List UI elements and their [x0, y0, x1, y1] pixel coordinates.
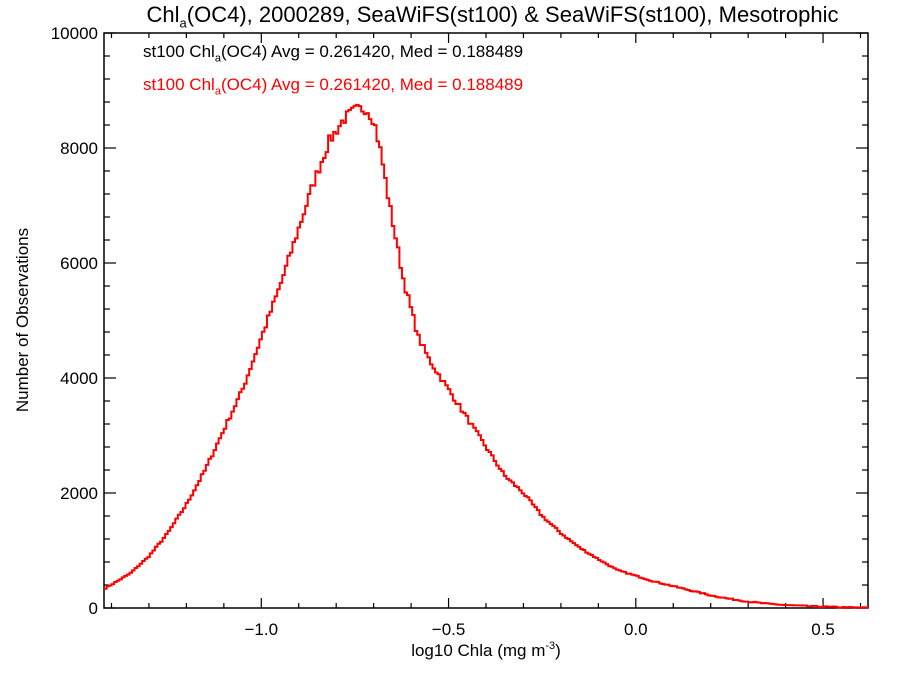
x-tick-label: 0.5: [811, 620, 835, 639]
axis-ticks: −1.0 −0.5 0.0 0.5 0 2000 4000 6000 8000 10000: [51, 24, 868, 639]
legend-entry-red: st100 Chla(OC4) Avg = 0.261420, Med = 0.…: [143, 75, 524, 98]
x-tick-label: −0.5: [432, 620, 466, 639]
histogram-series-line: [104, 103, 868, 609]
chart-title: Chla(OC4), 2000289, SeaWiFS(st100) & Sea…: [146, 2, 839, 31]
y-tick-label: 4000: [60, 369, 98, 388]
y-tick-label: 10000: [51, 24, 98, 43]
y-tick-label: 6000: [60, 254, 98, 273]
y-tick-label: 0: [89, 599, 98, 618]
y-tick-label: 2000: [60, 484, 98, 503]
legend-entry-black: st100 Chla(OC4) Avg = 0.261420, Med = 0.…: [143, 42, 524, 65]
x-tick-label: −1.0: [245, 620, 279, 639]
x-axis-title: log10 Chla (mg m-3): [411, 640, 561, 660]
x-tick-label: 0.0: [624, 620, 648, 639]
plot-frame: [103, 32, 869, 609]
y-tick-label: 8000: [60, 139, 98, 158]
y-axis-title: Number of Observations: [13, 228, 32, 412]
